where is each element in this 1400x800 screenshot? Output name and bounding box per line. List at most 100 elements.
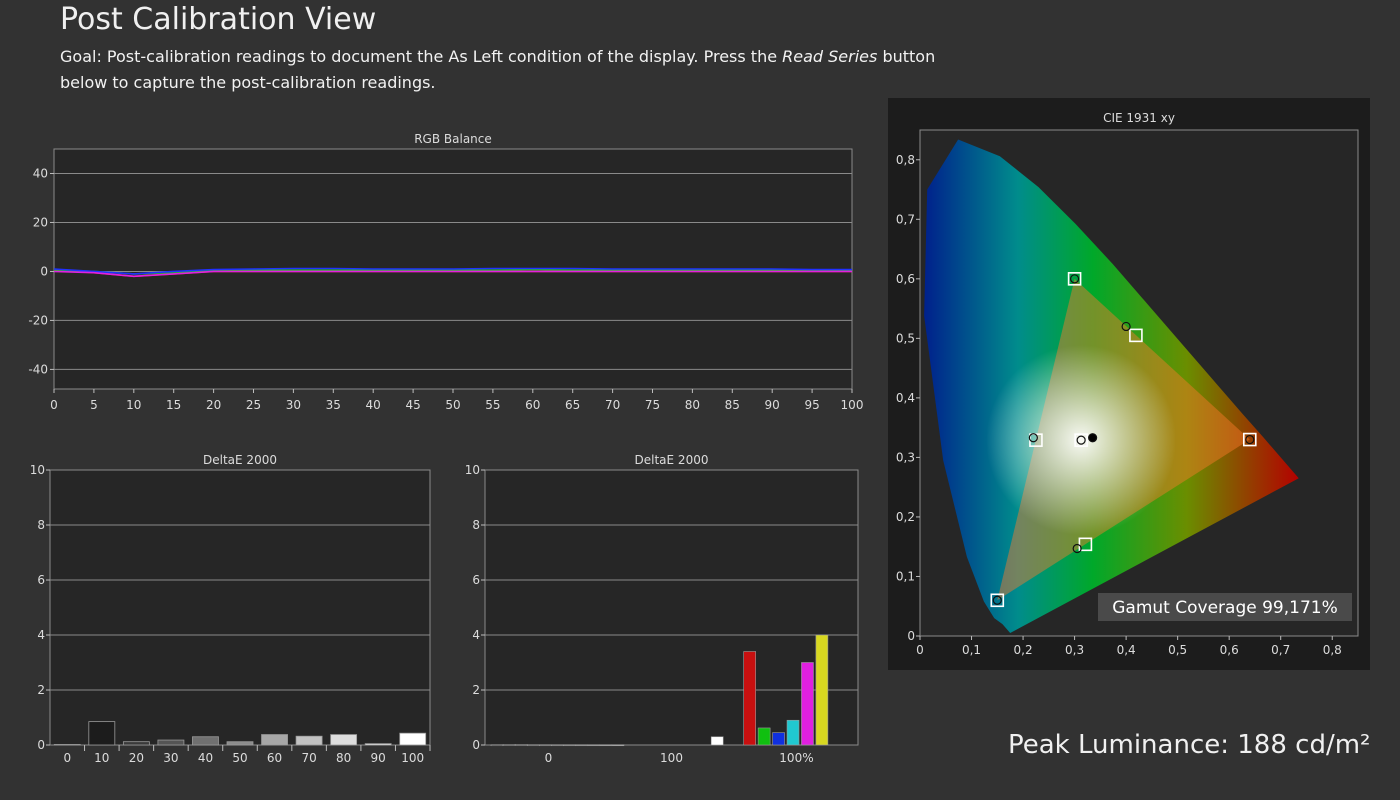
x-tick-label: 60 (525, 398, 540, 412)
y-tick-label: 0,2 (896, 510, 915, 524)
target-marker (1067, 272, 1082, 286)
deltae-bar (575, 744, 588, 747)
x-tick-label: 40 (366, 398, 381, 412)
x-tick-label: 100 (660, 751, 683, 765)
x-tick-label: 0,1 (962, 643, 981, 657)
deltae-bar (611, 744, 625, 747)
target-marker (1078, 537, 1093, 552)
x-tick-label: 90 (765, 398, 780, 412)
x-tick-label: 15 (166, 398, 181, 412)
deltae-bar (757, 727, 771, 746)
deltae-bar (295, 735, 323, 746)
y-tick-label: 0 (472, 738, 480, 752)
deltae-bar (587, 744, 601, 747)
deltae-bar (502, 744, 516, 746)
x-tick-label: 0 (63, 751, 71, 765)
x-tick-label: 100 (841, 398, 864, 412)
deltae-bar (815, 634, 829, 746)
y-tick-label: 6 (472, 573, 480, 587)
x-tick-label: 10 (126, 398, 141, 412)
deltae-bar (53, 744, 81, 746)
x-tick-label: 0,4 (1117, 643, 1136, 657)
goal-suffix: button below to capture the post-calibra… (60, 47, 936, 92)
y-tick-label: 0,4 (896, 391, 915, 405)
measured-marker (1245, 434, 1255, 445)
x-tick-label: 0 (916, 643, 924, 657)
chart-title: DeltaE 2000 (203, 453, 277, 467)
deltae-bar (330, 734, 358, 746)
series-line (53, 270, 852, 278)
y-tick-label: -40 (28, 362, 48, 376)
x-tick-label: 30 (286, 398, 301, 412)
x-tick-label: 0 (545, 751, 553, 765)
deltae-bar (563, 744, 576, 747)
x-tick-label: 70 (301, 751, 316, 765)
deltae-bar (364, 743, 392, 746)
gamut-coverage-label: Gamut Coverage 99,171% (1112, 598, 1337, 618)
deltae-bar (490, 744, 504, 747)
deltae-bar (599, 744, 613, 747)
x-tick-label: 0,7 (1271, 643, 1290, 657)
deltae-bar (551, 744, 564, 747)
chart-title: DeltaE 2000 (635, 453, 709, 467)
deltae-bar (772, 732, 785, 746)
plot-area (484, 469, 859, 746)
x-tick-label: 55 (485, 398, 500, 412)
x-tick-label: 0,5 (1168, 643, 1187, 657)
deltae-bar (786, 719, 800, 746)
x-tick-label: 20 (129, 751, 144, 765)
measured-marker (1088, 433, 1098, 443)
x-tick-label: 85 (725, 398, 740, 412)
y-tick-label: 0 (37, 738, 45, 752)
deltae-bar (122, 741, 150, 746)
y-tick-label: 0,1 (896, 569, 915, 583)
peak-luminance: Peak Luminance: 188 cd/m² (1008, 730, 1371, 760)
x-tick-label: 100% (779, 751, 813, 765)
deltae-bar (261, 734, 288, 746)
goal-prefix: Goal: Post-calibration readings to docum… (60, 47, 783, 66)
deltae-bar (226, 741, 254, 746)
deltae-bar (801, 662, 814, 746)
y-tick-label: 4 (472, 628, 480, 642)
y-tick-label: 8 (37, 518, 45, 532)
y-tick-label: 20 (33, 215, 48, 229)
chart-title: CIE 1931 xy (1103, 111, 1175, 125)
y-tick-label: 0,8 (896, 153, 915, 167)
target-marker (1129, 328, 1143, 343)
target-marker (1074, 433, 1088, 447)
x-tick-label: 0,6 (1220, 643, 1239, 657)
measured-marker (992, 595, 1002, 605)
goal-text: Goal: Post-calibration readings to docum… (60, 44, 940, 96)
x-tick-label: 45 (405, 398, 420, 412)
y-tick-label: 2 (37, 683, 45, 697)
y-tick-label: 10 (30, 463, 45, 477)
y-tick-label: 0 (907, 629, 915, 643)
deltae-bar (157, 739, 185, 746)
x-tick-label: 95 (804, 398, 819, 412)
x-tick-label: 0 (50, 398, 58, 412)
target-marker (1242, 432, 1257, 447)
x-tick-label: 0,2 (1014, 643, 1033, 657)
deltae-bar (514, 744, 528, 746)
x-tick-label: 25 (246, 398, 261, 412)
y-tick-label: -20 (28, 313, 48, 327)
y-tick-label: 0,5 (896, 331, 915, 345)
x-tick-label: 0,3 (1065, 643, 1084, 657)
x-tick-label: 50 (445, 398, 460, 412)
measured-marker (1028, 433, 1038, 443)
y-tick-label: 0,7 (896, 212, 915, 226)
read-series-reference: Read Series (782, 47, 878, 66)
y-tick-label: 0 (40, 264, 48, 278)
x-tick-label: 40 (198, 751, 213, 765)
deltae-bar (192, 736, 219, 746)
y-tick-label: 0,6 (896, 272, 915, 286)
rgb-balance-chart: RGB Balance 40 20 0 -20 -40 0 5 10 15 20 25 30 35 40 45… (28, 132, 864, 412)
x-tick-label: 100 (401, 751, 424, 765)
deltae-bar (743, 651, 757, 746)
x-tick-label: 50 (232, 751, 247, 765)
chart-title: RGB Balance (414, 132, 492, 146)
series-line (53, 268, 852, 275)
x-tick-label: 90 (371, 751, 386, 765)
